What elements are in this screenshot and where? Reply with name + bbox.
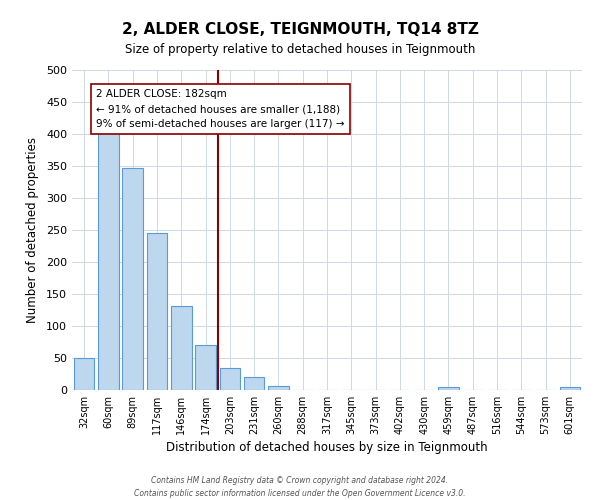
Bar (98, 132, 119, 390)
Bar (195, 345, 216, 390)
Text: Size of property relative to detached houses in Teignmouth: Size of property relative to detached ho… (125, 42, 475, 56)
Bar (268, 386, 289, 390)
Text: Contains HM Land Registry data © Crown copyright and database right 2024.
Contai: Contains HM Land Registry data © Crown c… (134, 476, 466, 498)
Bar (122, 168, 143, 390)
Bar (220, 368, 240, 390)
Bar (438, 387, 459, 390)
Bar (146, 232, 167, 390)
X-axis label: Distribution of detached houses by size in Teignmouth: Distribution of detached houses by size … (166, 441, 488, 454)
Bar (560, 388, 580, 390)
Y-axis label: Number of detached properties: Number of detached properties (26, 137, 39, 323)
Bar (171, 306, 191, 390)
Bar (74, 358, 94, 390)
Text: 2 ALDER CLOSE: 182sqm
← 91% of detached houses are smaller (1,188)
9% of semi-de: 2 ALDER CLOSE: 182sqm ← 91% of detached … (96, 89, 345, 129)
Bar (244, 376, 265, 390)
Text: 2, ALDER CLOSE, TEIGNMOUTH, TQ14 8TZ: 2, ALDER CLOSE, TEIGNMOUTH, TQ14 8TZ (122, 22, 478, 38)
